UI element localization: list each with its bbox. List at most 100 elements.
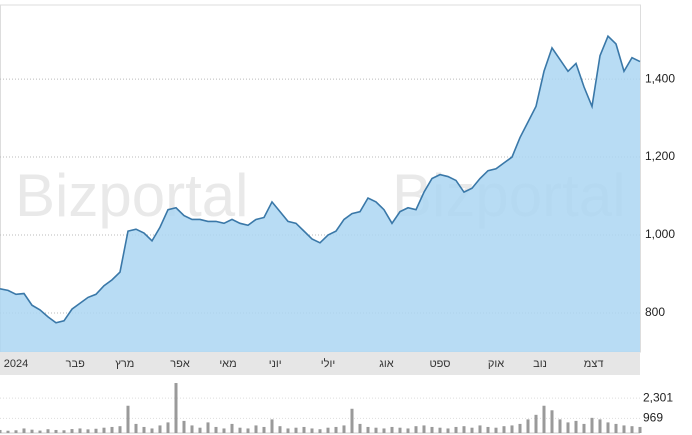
volume-bar bbox=[598, 419, 602, 433]
volume-bar bbox=[238, 427, 242, 433]
volume-bar bbox=[94, 428, 98, 433]
volume-bar bbox=[430, 426, 434, 433]
volume-bar bbox=[630, 426, 634, 433]
volume-bar bbox=[14, 430, 18, 433]
volume-bar bbox=[390, 426, 394, 433]
volume-bar bbox=[0, 429, 2, 433]
volume-bar bbox=[6, 430, 10, 433]
volume-bar bbox=[38, 430, 42, 433]
volume-bar bbox=[110, 426, 114, 433]
volume-bar bbox=[198, 427, 202, 433]
volume-bar bbox=[478, 425, 482, 433]
volume-bar bbox=[126, 405, 130, 433]
volume-bar bbox=[366, 426, 370, 433]
volume-bar bbox=[438, 427, 442, 433]
x-tick-label: יולי bbox=[321, 357, 335, 370]
volume-bar bbox=[566, 422, 570, 433]
volume-bar bbox=[382, 428, 386, 433]
volume-bar bbox=[526, 419, 530, 433]
volume-bar bbox=[302, 426, 306, 433]
volume-bar bbox=[446, 428, 450, 433]
volume-bar bbox=[534, 414, 538, 433]
x-tick-label: 2024 bbox=[4, 358, 28, 370]
volume-bar bbox=[86, 429, 90, 433]
volume-bar bbox=[502, 426, 506, 433]
x-tick-label: מאי bbox=[219, 358, 236, 370]
y-tick-label: 1,000 bbox=[645, 227, 675, 241]
volume-bar bbox=[62, 430, 66, 433]
x-tick-label: אוק bbox=[488, 358, 504, 370]
volume-bar bbox=[358, 423, 362, 433]
volume-bar bbox=[422, 425, 426, 433]
volume-bar bbox=[278, 426, 282, 433]
volume-bar bbox=[30, 429, 34, 433]
volume-bar bbox=[270, 419, 274, 433]
x-tick-label: אוג bbox=[379, 358, 394, 370]
volume-bar bbox=[398, 427, 402, 433]
volume-bar bbox=[558, 419, 562, 433]
x-tick-label: מרץ bbox=[115, 358, 134, 370]
volume-bar bbox=[190, 425, 194, 433]
x-tick-label: דצמ bbox=[584, 358, 604, 370]
volume-bar bbox=[54, 429, 58, 433]
volume-bar bbox=[622, 425, 626, 433]
x-tick-label: אפר bbox=[170, 358, 190, 370]
x-tick-label: נוב bbox=[533, 358, 547, 370]
volume-bar bbox=[462, 426, 466, 433]
volume-bar bbox=[406, 428, 410, 433]
price-line bbox=[0, 34, 641, 324]
volume-bar bbox=[470, 427, 474, 433]
volume-bar bbox=[158, 425, 162, 433]
volume-bar bbox=[494, 427, 498, 433]
volume-bar bbox=[230, 423, 234, 433]
volume-bar bbox=[606, 422, 610, 433]
volume-bar bbox=[310, 428, 314, 433]
volume-bar bbox=[334, 426, 338, 433]
volume-bar bbox=[542, 405, 546, 433]
x-tick-label: יוני bbox=[269, 358, 282, 370]
volume-bar bbox=[166, 422, 170, 433]
volume-bar bbox=[254, 425, 258, 433]
volume-bar bbox=[590, 417, 594, 433]
volume-bar bbox=[574, 420, 578, 433]
volume-bar bbox=[294, 427, 298, 433]
y-tick-label: 1,200 bbox=[645, 149, 675, 163]
volume-bar bbox=[70, 429, 74, 433]
x-tick-label: ספט bbox=[430, 358, 451, 370]
x-axis-band bbox=[0, 352, 640, 375]
volume-bar bbox=[582, 423, 586, 433]
volume-bar bbox=[22, 428, 26, 433]
volume-bar bbox=[142, 426, 146, 433]
volume-bar bbox=[518, 423, 522, 433]
volume-bar bbox=[342, 425, 346, 433]
volume-bar bbox=[614, 423, 618, 433]
volume-bar bbox=[326, 427, 330, 433]
volume-bar bbox=[286, 428, 290, 433]
volume-bar bbox=[510, 425, 514, 433]
volume-bar bbox=[182, 420, 186, 433]
watermark: Bizportal bbox=[15, 162, 248, 229]
volume-bar bbox=[222, 428, 226, 433]
volume-bar bbox=[550, 410, 554, 433]
volume-bar bbox=[486, 426, 490, 433]
volume-tick-label: 969 bbox=[643, 410, 663, 424]
x-tick-label: פבר bbox=[66, 358, 85, 370]
y-tick-label: 800 bbox=[645, 305, 665, 319]
volume-bar bbox=[134, 423, 138, 433]
volume-bar bbox=[414, 426, 418, 433]
volume-bar bbox=[150, 428, 154, 433]
volume-bar bbox=[350, 408, 354, 433]
volume-tick-label: 2,301 bbox=[643, 390, 673, 404]
volume-bar bbox=[78, 428, 82, 433]
volume-bar bbox=[638, 426, 642, 433]
volume-bar bbox=[46, 429, 50, 433]
volume-bar bbox=[174, 383, 178, 433]
volume-bar bbox=[318, 429, 322, 433]
volume-bar bbox=[214, 426, 218, 433]
volume-bar bbox=[246, 428, 250, 433]
volume-bar bbox=[454, 426, 458, 433]
volume-bar bbox=[118, 426, 122, 433]
y-tick-label: 1,400 bbox=[645, 71, 675, 85]
